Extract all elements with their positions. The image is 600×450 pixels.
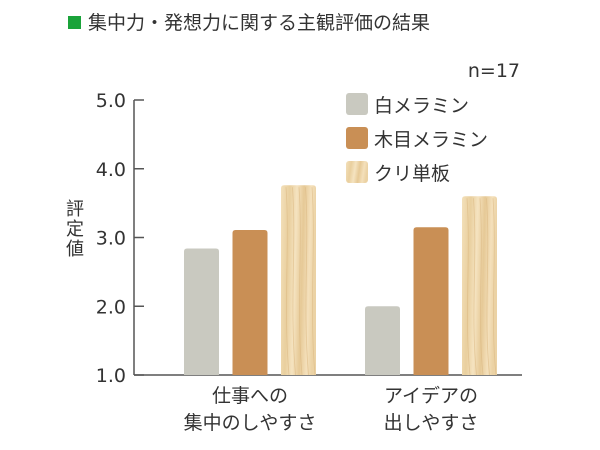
y-tick-label: 1.0 xyxy=(96,365,126,387)
y-tick-label: 2.0 xyxy=(96,296,126,318)
y-tick-label: 3.0 xyxy=(96,228,126,250)
wood-grain xyxy=(473,198,477,376)
wood-grain xyxy=(486,198,490,376)
legend-label: 木目メラミン xyxy=(374,129,488,151)
legend-label: クリ単板 xyxy=(374,163,450,185)
wood-grain xyxy=(479,198,484,376)
x-category-label: 集中のしやすさ xyxy=(184,412,317,434)
wood-grain xyxy=(285,187,290,376)
bar-白メラミン xyxy=(184,248,219,375)
sample-size-annotation: n=17 xyxy=(468,60,520,82)
wood-grain xyxy=(292,187,296,376)
legend-swatch xyxy=(346,161,368,183)
x-category-label: 出しやすさ xyxy=(384,412,479,434)
bar-クリ単板 xyxy=(281,185,316,375)
wood-grain xyxy=(305,187,309,376)
x-category-label: アイデアの xyxy=(384,385,478,407)
x-category-label: 仕事への xyxy=(212,385,288,407)
wood-grain xyxy=(311,187,316,376)
legend-label: 白メラミン xyxy=(374,95,469,117)
bar-木目メラミン xyxy=(232,229,268,375)
wood-grain xyxy=(298,187,303,376)
legend-swatch xyxy=(346,127,368,149)
bar-クリ単板 xyxy=(462,196,497,375)
y-tick-label: 4.0 xyxy=(96,159,126,181)
bar-木目メラミン xyxy=(413,227,449,375)
y-tick-label: 5.0 xyxy=(96,90,126,112)
wood-grain xyxy=(492,198,497,376)
wood-grain xyxy=(466,198,471,376)
title-marker xyxy=(68,16,81,29)
legend-swatch xyxy=(346,93,368,115)
y-axis-label: 評定値 xyxy=(63,199,84,259)
chart-title: 集中力・発想力に関する主観評価の結果 xyxy=(88,12,430,34)
bar-白メラミン xyxy=(365,306,400,375)
